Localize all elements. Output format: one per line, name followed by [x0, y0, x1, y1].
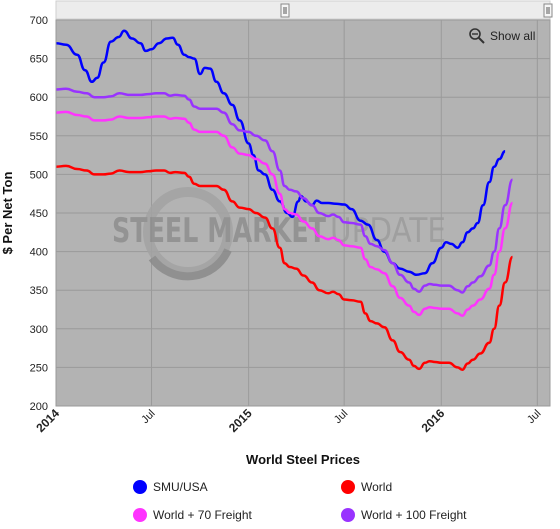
legend-label: SMU/USA	[153, 480, 208, 494]
y-tick-label: 450	[30, 208, 48, 220]
y-tick-label: 550	[30, 131, 48, 143]
watermark-logo: STEEL MARKET UPDATE	[112, 187, 446, 281]
legend-label: World + 100 Freight	[361, 508, 467, 522]
x-tick-label: 2015	[226, 406, 255, 435]
y-tick-label: 250	[30, 362, 48, 374]
navigator-scrollbar[interactable]	[55, 0, 553, 20]
legend-marker	[133, 480, 147, 494]
show-all-button[interactable]: Show all	[469, 28, 535, 44]
x-tick-label: 2016	[419, 406, 448, 435]
y-tick-label: 700	[30, 15, 48, 27]
show-all-label: Show all	[490, 29, 535, 43]
y-tick-label: 400	[30, 247, 48, 259]
y-tick-label: 350	[30, 285, 48, 297]
legend: SMU/USA World World + 70 Freight World + 10…	[133, 480, 467, 522]
legend-marker	[133, 508, 147, 522]
legend-label: World + 70 Freight	[153, 508, 252, 522]
y-tick-label: 650	[30, 54, 48, 66]
svg-text:UPDATE: UPDATE	[330, 211, 446, 251]
x-axis: 2014 Jul 2015 Jul 2016 Jul	[33, 406, 543, 435]
svg-text:STEEL MARKET: STEEL MARKET	[112, 211, 327, 251]
y-tick-label: 500	[30, 169, 48, 181]
x-axis-title: World Steel Prices	[246, 452, 360, 467]
legend-item[interactable]: SMU/USA	[133, 480, 208, 494]
x-tick-label: Jul	[139, 408, 157, 426]
x-tick-label: Jul	[332, 408, 350, 426]
series-line-2[interactable]	[55, 110, 514, 317]
legend-marker	[341, 508, 355, 522]
legend-marker	[341, 480, 355, 494]
legend-item[interactable]: World	[341, 480, 392, 494]
plot-border	[55, 19, 551, 407]
y-axis-title: $ Per Net Ton	[0, 172, 15, 255]
legend-item[interactable]: World + 100 Freight	[341, 508, 467, 522]
navigator-handle-left[interactable]	[280, 3, 290, 18]
y-tick-label: 200	[30, 401, 48, 413]
navigator-handle-right[interactable]	[543, 3, 553, 18]
y-tick-label: 300	[30, 324, 48, 336]
zoom-out-icon	[469, 28, 481, 40]
x-tick-label: Jul	[525, 408, 543, 426]
legend-item[interactable]: World + 70 Freight	[133, 508, 252, 522]
series-line-3[interactable]	[55, 87, 514, 294]
series-line-1[interactable]	[55, 164, 514, 371]
legend-label: World	[361, 480, 392, 494]
y-tick-label: 600	[30, 92, 48, 104]
series-layer	[55, 29, 514, 371]
y-axis: 200 250 300 350 400 450 500 550 600 650 700	[30, 15, 48, 413]
